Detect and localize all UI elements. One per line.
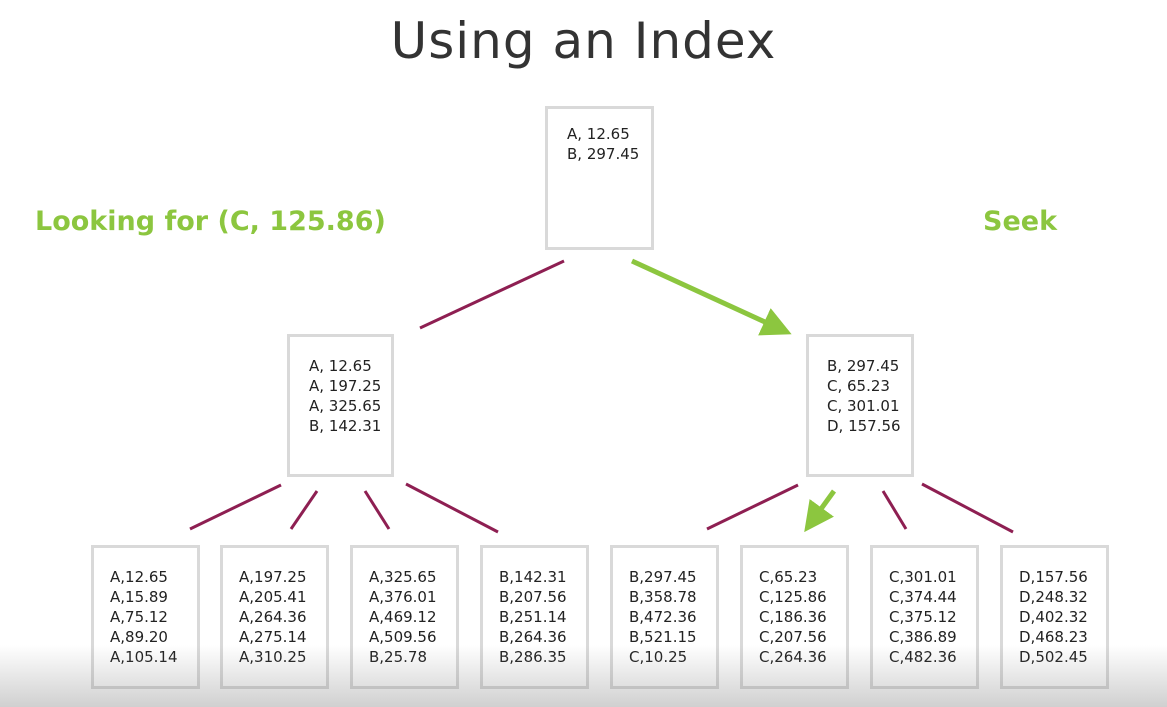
leaf-entry: D,157.56 <box>1019 568 1088 586</box>
leaf-entry: A,89.20 <box>110 628 168 646</box>
edge-r1-leaf8 <box>921 482 1014 534</box>
search-target-label: Looking for (C, 125.86) <box>35 206 386 237</box>
edge-r1-leaf7 <box>881 490 908 530</box>
leaf-entry: A,310.25 <box>239 648 307 666</box>
node-entry: B, 297.45 <box>827 357 900 375</box>
leaf-entry: C,186.36 <box>759 608 827 626</box>
leaf-entry: C,386.89 <box>889 628 957 646</box>
node-entry: A, 197.25 <box>309 377 382 395</box>
leaf-entry: A,12.65 <box>110 568 168 586</box>
leaf-node-4: B,142.31 B,207.56 B,251.14 B,264.36 B,28… <box>480 545 589 689</box>
seek-label: Seek <box>983 206 1058 237</box>
leaf-entry: B,297.45 <box>629 568 697 586</box>
intermediate-node-right: B, 297.45 C, 65.23 C, 301.01 D, 157.56 <box>806 334 914 477</box>
leaf-entry: C,482.36 <box>889 648 957 666</box>
node-entry: C, 301.01 <box>827 397 900 415</box>
leaf-entry: B,25.78 <box>369 648 428 666</box>
node-entry: A, 12.65 <box>309 357 372 375</box>
root-entry: A, 12.65 <box>567 125 630 143</box>
leaf-entry: A,275.14 <box>239 628 307 646</box>
leaf-node-2: A,197.25 A,205.41 A,264.36 A,275.14 A,31… <box>220 545 329 689</box>
leaf-entry: C,374.44 <box>889 588 957 606</box>
edge-l1-leaf4 <box>405 482 499 534</box>
seek-arrow-root-right <box>630 258 792 336</box>
leaf-entry: D,468.23 <box>1019 628 1088 646</box>
node-entry: B, 142.31 <box>309 417 382 435</box>
leaf-entry: B,521.15 <box>629 628 697 646</box>
leaf-entry: A,376.01 <box>369 588 437 606</box>
leaf-entry: C,264.36 <box>759 648 827 666</box>
intermediate-node-left: A, 12.65 A, 197.25 A, 325.65 B, 142.31 <box>287 334 394 477</box>
leaf-node-1: A,12.65 A,15.89 A,75.12 A,89.20 A,105.14 <box>91 545 200 689</box>
leaf-entry: A,15.89 <box>110 588 168 606</box>
root-node: A, 12.65 B, 297.45 <box>545 106 654 250</box>
leaf-entry: A,325.65 <box>369 568 437 586</box>
leaf-entry: A,469.12 <box>369 608 437 626</box>
leaf-entry: B,286.35 <box>499 648 567 666</box>
leaf-entry: A,264.36 <box>239 608 307 626</box>
leaf-node-6: C,65.23 C,125.86 C,186.36 C,207.56 C,264… <box>740 545 849 689</box>
leaf-entry: D,402.32 <box>1019 608 1088 626</box>
leaf-entry: C,375.12 <box>889 608 957 626</box>
leaf-entry: D,502.45 <box>1019 648 1088 666</box>
edge-l1-leaf1 <box>189 483 282 531</box>
leaf-entry: B,251.14 <box>499 608 567 626</box>
node-entry: A, 325.65 <box>309 397 382 415</box>
leaf-entry: A,197.25 <box>239 568 307 586</box>
leaf-entry: A,205.41 <box>239 588 307 606</box>
node-entry: D, 157.56 <box>827 417 901 435</box>
leaf-node-8: D,157.56 D,248.32 D,402.32 D,468.23 D,50… <box>1000 545 1109 689</box>
leaf-entry-found: C,125.86 <box>759 588 827 606</box>
leaf-entry: B,207.56 <box>499 588 567 606</box>
leaf-entry: B,358.78 <box>629 588 697 606</box>
leaf-node-3: A,325.65 A,376.01 A,469.12 A,509.56 B,25… <box>350 545 459 689</box>
edge-r1-leaf5 <box>706 483 799 531</box>
edge-l1-leaf2 <box>289 490 319 530</box>
leaf-entry: B,142.31 <box>499 568 567 586</box>
node-entry: C, 65.23 <box>827 377 890 395</box>
leaf-entry: B,472.36 <box>629 608 697 626</box>
leaf-node-7: C,301.01 C,374.44 C,375.12 C,386.89 C,48… <box>870 545 979 689</box>
seek-arrow-r1-leaf6 <box>804 489 837 533</box>
leaf-entry: A,509.56 <box>369 628 437 646</box>
leaf-entry: D,248.32 <box>1019 588 1088 606</box>
leaf-entry: C,207.56 <box>759 628 827 646</box>
leaf-node-5: B,297.45 B,358.78 B,472.36 B,521.15 C,10… <box>610 545 719 689</box>
leaf-entry: B,264.36 <box>499 628 567 646</box>
edge-root-left <box>419 259 565 330</box>
leaf-entry: A,75.12 <box>110 608 168 626</box>
root-entry: B, 297.45 <box>567 145 640 163</box>
leaf-entry: A,105.14 <box>110 648 178 666</box>
edge-l1-leaf3 <box>363 490 391 530</box>
leaf-entry: C,65.23 <box>759 568 818 586</box>
slide-title: Using an Index <box>390 12 777 70</box>
leaf-entry: C,10.25 <box>629 648 688 666</box>
leaf-entry: C,301.01 <box>889 568 957 586</box>
